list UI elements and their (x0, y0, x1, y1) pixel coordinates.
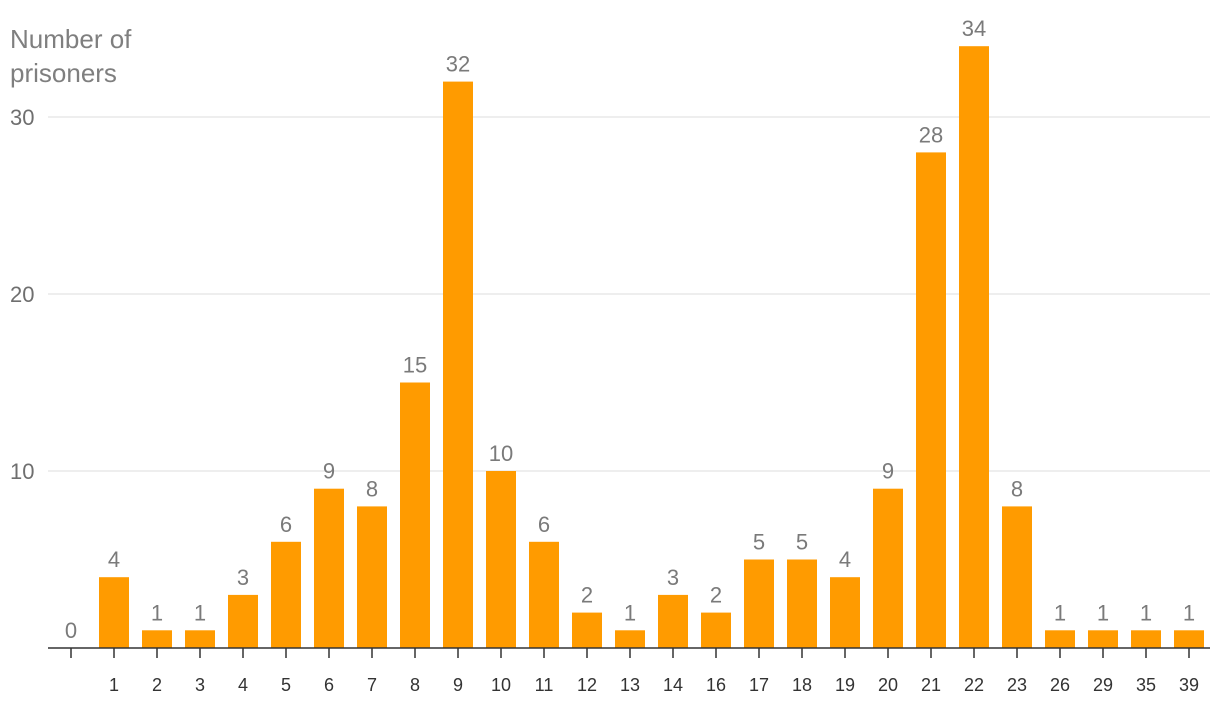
bar (916, 152, 946, 648)
data-label: 1 (1097, 600, 1109, 625)
x-tick-label: 5 (281, 675, 291, 695)
data-label: 0 (65, 618, 77, 643)
x-tick-label: 29 (1093, 675, 1113, 695)
data-label: 1 (194, 600, 206, 625)
data-label: 5 (796, 530, 808, 555)
x-tick-label: 4 (238, 675, 248, 695)
x-tick-label: 1 (109, 675, 119, 695)
data-label: 1 (1183, 600, 1195, 625)
x-tick-label: 23 (1007, 675, 1027, 695)
x-axis: 1 2 3 4 5 6 7 8 9 10 11 12 13 14 16 17 18 19 20 21 22 23 26 29 3… (48, 647, 1210, 695)
data-label: 32 (446, 52, 470, 77)
bar (486, 471, 516, 648)
gridlines: 10 20 30 (10, 105, 1210, 484)
bar (615, 630, 645, 648)
x-tick-label: 7 (367, 675, 377, 695)
bar (142, 630, 172, 648)
data-label: 9 (323, 459, 335, 484)
bar (529, 541, 559, 648)
x-tick-label: 3 (195, 675, 205, 695)
x-tick-label: 9 (453, 675, 463, 695)
bar (744, 559, 774, 648)
bar (1174, 630, 1204, 648)
y-tick-label: 20 (10, 282, 34, 307)
x-tick-label: 13 (620, 675, 640, 695)
x-tick-label: 16 (706, 675, 726, 695)
x-tick-label: 39 (1179, 675, 1199, 695)
bar (658, 594, 688, 648)
bar (1045, 630, 1075, 648)
data-label: 4 (108, 547, 120, 572)
data-label: 2 (581, 583, 593, 608)
data-label: 10 (489, 441, 513, 466)
data-label: 1 (151, 600, 163, 625)
data-label: 15 (403, 353, 427, 378)
x-tick-label: 2 (152, 675, 162, 695)
data-label: 2 (710, 583, 722, 608)
data-label: 8 (366, 476, 378, 501)
x-tick-label: 19 (835, 675, 855, 695)
x-tick-label: 26 (1050, 675, 1070, 695)
x-tick-label: 21 (921, 675, 941, 695)
bar (443, 81, 473, 649)
y-tick-label: 10 (10, 459, 34, 484)
bar (1131, 630, 1161, 648)
data-label: 5 (753, 530, 765, 555)
y-tick-label: 30 (10, 105, 34, 130)
bar (357, 506, 387, 648)
x-tick-label: 8 (410, 675, 420, 695)
bar (959, 46, 989, 648)
x-tick-label: 20 (878, 675, 898, 695)
bars (99, 46, 1204, 649)
bar (271, 541, 301, 648)
data-label: 9 (882, 459, 894, 484)
data-label: 8 (1011, 476, 1023, 501)
bar (1002, 506, 1032, 648)
bar (400, 382, 430, 648)
bar (873, 488, 903, 648)
x-tick-label: 11 (535, 675, 554, 695)
x-tick-label: 12 (577, 675, 597, 695)
data-label: 4 (839, 547, 851, 572)
x-tick-label: 6 (324, 675, 334, 695)
data-label: 3 (667, 565, 679, 590)
data-label: 6 (538, 512, 550, 537)
x-tick-label: 35 (1136, 675, 1156, 695)
data-label: 28 (919, 122, 943, 147)
bar (228, 594, 258, 648)
bar (185, 630, 215, 648)
data-label: 1 (624, 600, 636, 625)
bar (314, 488, 344, 648)
data-label: 1 (1054, 600, 1066, 625)
bar (701, 612, 731, 648)
data-label: 1 (1140, 600, 1152, 625)
x-tick-label: 22 (964, 675, 984, 695)
x-tick-label: 14 (663, 675, 683, 695)
x-tick-label: 10 (491, 675, 511, 695)
bar (572, 612, 602, 648)
bar (830, 577, 860, 648)
x-tick-label: 18 (792, 675, 812, 695)
data-label: 34 (962, 16, 986, 41)
x-tick-label: 17 (749, 675, 769, 695)
data-label: 6 (280, 512, 292, 537)
data-label: 3 (237, 565, 249, 590)
y-axis-title: Number of prisoners (10, 24, 132, 88)
bar (1088, 630, 1118, 648)
bar (99, 577, 129, 648)
bar (787, 559, 817, 648)
